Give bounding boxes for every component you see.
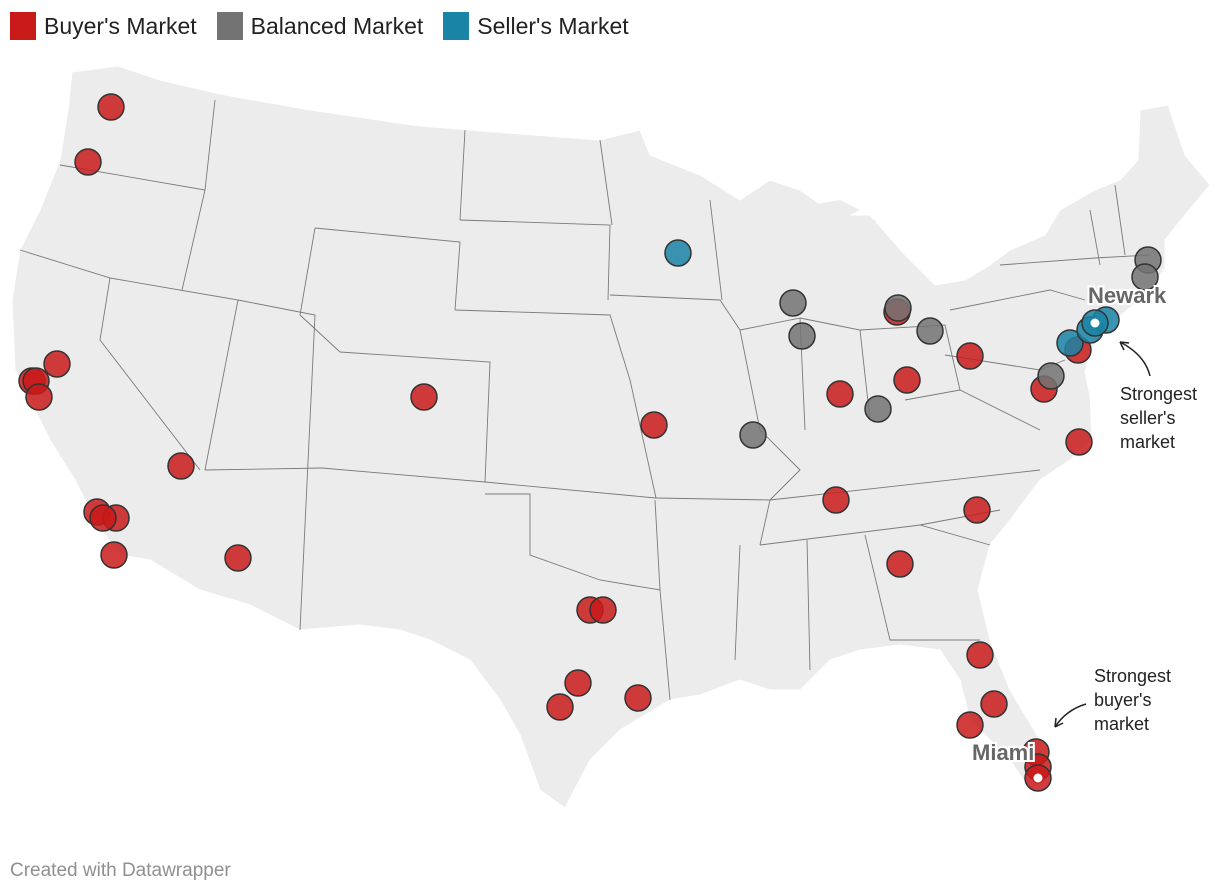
annotation-buyer-arrow — [1054, 703, 1087, 728]
dot-anaheim[interactable] — [89, 504, 117, 532]
dot-trenton[interactable] — [1056, 329, 1084, 357]
dot-san-jose[interactable] — [25, 383, 53, 411]
annotation-buyer: Strongest buyer's market — [1054, 666, 1171, 734]
annotation-buyer-line-3: market — [1094, 714, 1149, 734]
state-borders — [19, 99, 1151, 701]
dot-atlanta[interactable] — [886, 550, 914, 578]
dot-charlotte[interactable] — [963, 496, 991, 524]
dot-indianapolis[interactable] — [826, 380, 854, 408]
dot-virginia-beach[interactable] — [1065, 428, 1093, 456]
dot-nashville[interactable] — [822, 486, 850, 514]
dot-fresno[interactable] — [167, 452, 195, 480]
dot-columbus[interactable] — [893, 366, 921, 394]
legend-item-buyer[interactable]: Buyer's Market — [10, 12, 197, 40]
michigan-upper-land — [735, 195, 860, 230]
legend-swatch-balanced — [216, 12, 243, 40]
dot-houston[interactable] — [624, 684, 652, 712]
dot-tampa[interactable] — [956, 711, 984, 739]
dot-austin[interactable] — [564, 669, 592, 697]
legend-label-balanced: Balanced Market — [250, 12, 424, 39]
dot-jacksonville[interactable] — [966, 641, 994, 669]
miami-highlight-marker — [1032, 772, 1044, 784]
dot-denver[interactable] — [410, 383, 438, 411]
legend-item-balanced[interactable]: Balanced Market — [216, 12, 424, 40]
dot-seattle[interactable] — [97, 93, 125, 121]
legend-swatch-buyer — [10, 12, 36, 40]
annotation-seller-line-2: seller's — [1120, 408, 1175, 428]
newark-highlight-marker — [1089, 317, 1101, 329]
annotation-buyer-line-1: Strongest — [1094, 666, 1171, 686]
dot-st-louis[interactable] — [739, 421, 767, 449]
dot-portland[interactable] — [74, 148, 102, 176]
michigan-lower-land — [818, 215, 905, 335]
dot-baltimore[interactable] — [1037, 362, 1065, 390]
dot-san-diego[interactable] — [100, 541, 128, 569]
dot-sacramento[interactable] — [43, 350, 71, 378]
dot-milwaukee[interactable] — [779, 289, 807, 317]
credit-text: Created with Datawrapper — [10, 860, 231, 881]
legend-item-seller[interactable]: Seller's Market — [443, 12, 629, 40]
dot-orlando[interactable] — [980, 690, 1008, 718]
dot-chicago[interactable] — [788, 322, 816, 350]
dot-cincinnati[interactable] — [864, 395, 892, 423]
annotation-seller-arrow — [1119, 341, 1151, 377]
city-label-newark: Newark — [1088, 283, 1167, 308]
annotation-seller-line-1: Strongest — [1120, 384, 1197, 404]
annotation-buyer-line-2: buyer's — [1094, 690, 1151, 710]
dot-phoenix[interactable] — [224, 544, 252, 572]
annotation-seller: Strongest seller's market — [1119, 341, 1197, 452]
annotation-seller-line-3: market — [1120, 432, 1175, 452]
legend-swatch-seller — [443, 12, 470, 40]
us-land — [11, 65, 1211, 809]
dot-cleveland[interactable] — [916, 317, 944, 345]
legend-label-seller: Seller's Market — [477, 12, 629, 39]
dot-grand-rapids[interactable] — [884, 294, 912, 322]
legend-label-buyer: Buyer's Market — [44, 12, 197, 39]
legend: Buyer's Market Balanced Market Seller's … — [10, 12, 649, 40]
dot-san-antonio[interactable] — [546, 693, 574, 721]
dot-pittsburgh[interactable] — [956, 342, 984, 370]
dot-kansas-city[interactable] — [640, 411, 668, 439]
dot-fort-worth[interactable] — [589, 596, 617, 624]
dot-minneapolis[interactable] — [664, 239, 692, 267]
dot-providence[interactable] — [1131, 263, 1159, 291]
market-dots — [18, 93, 1162, 792]
city-label-miami: Miami — [972, 740, 1034, 765]
